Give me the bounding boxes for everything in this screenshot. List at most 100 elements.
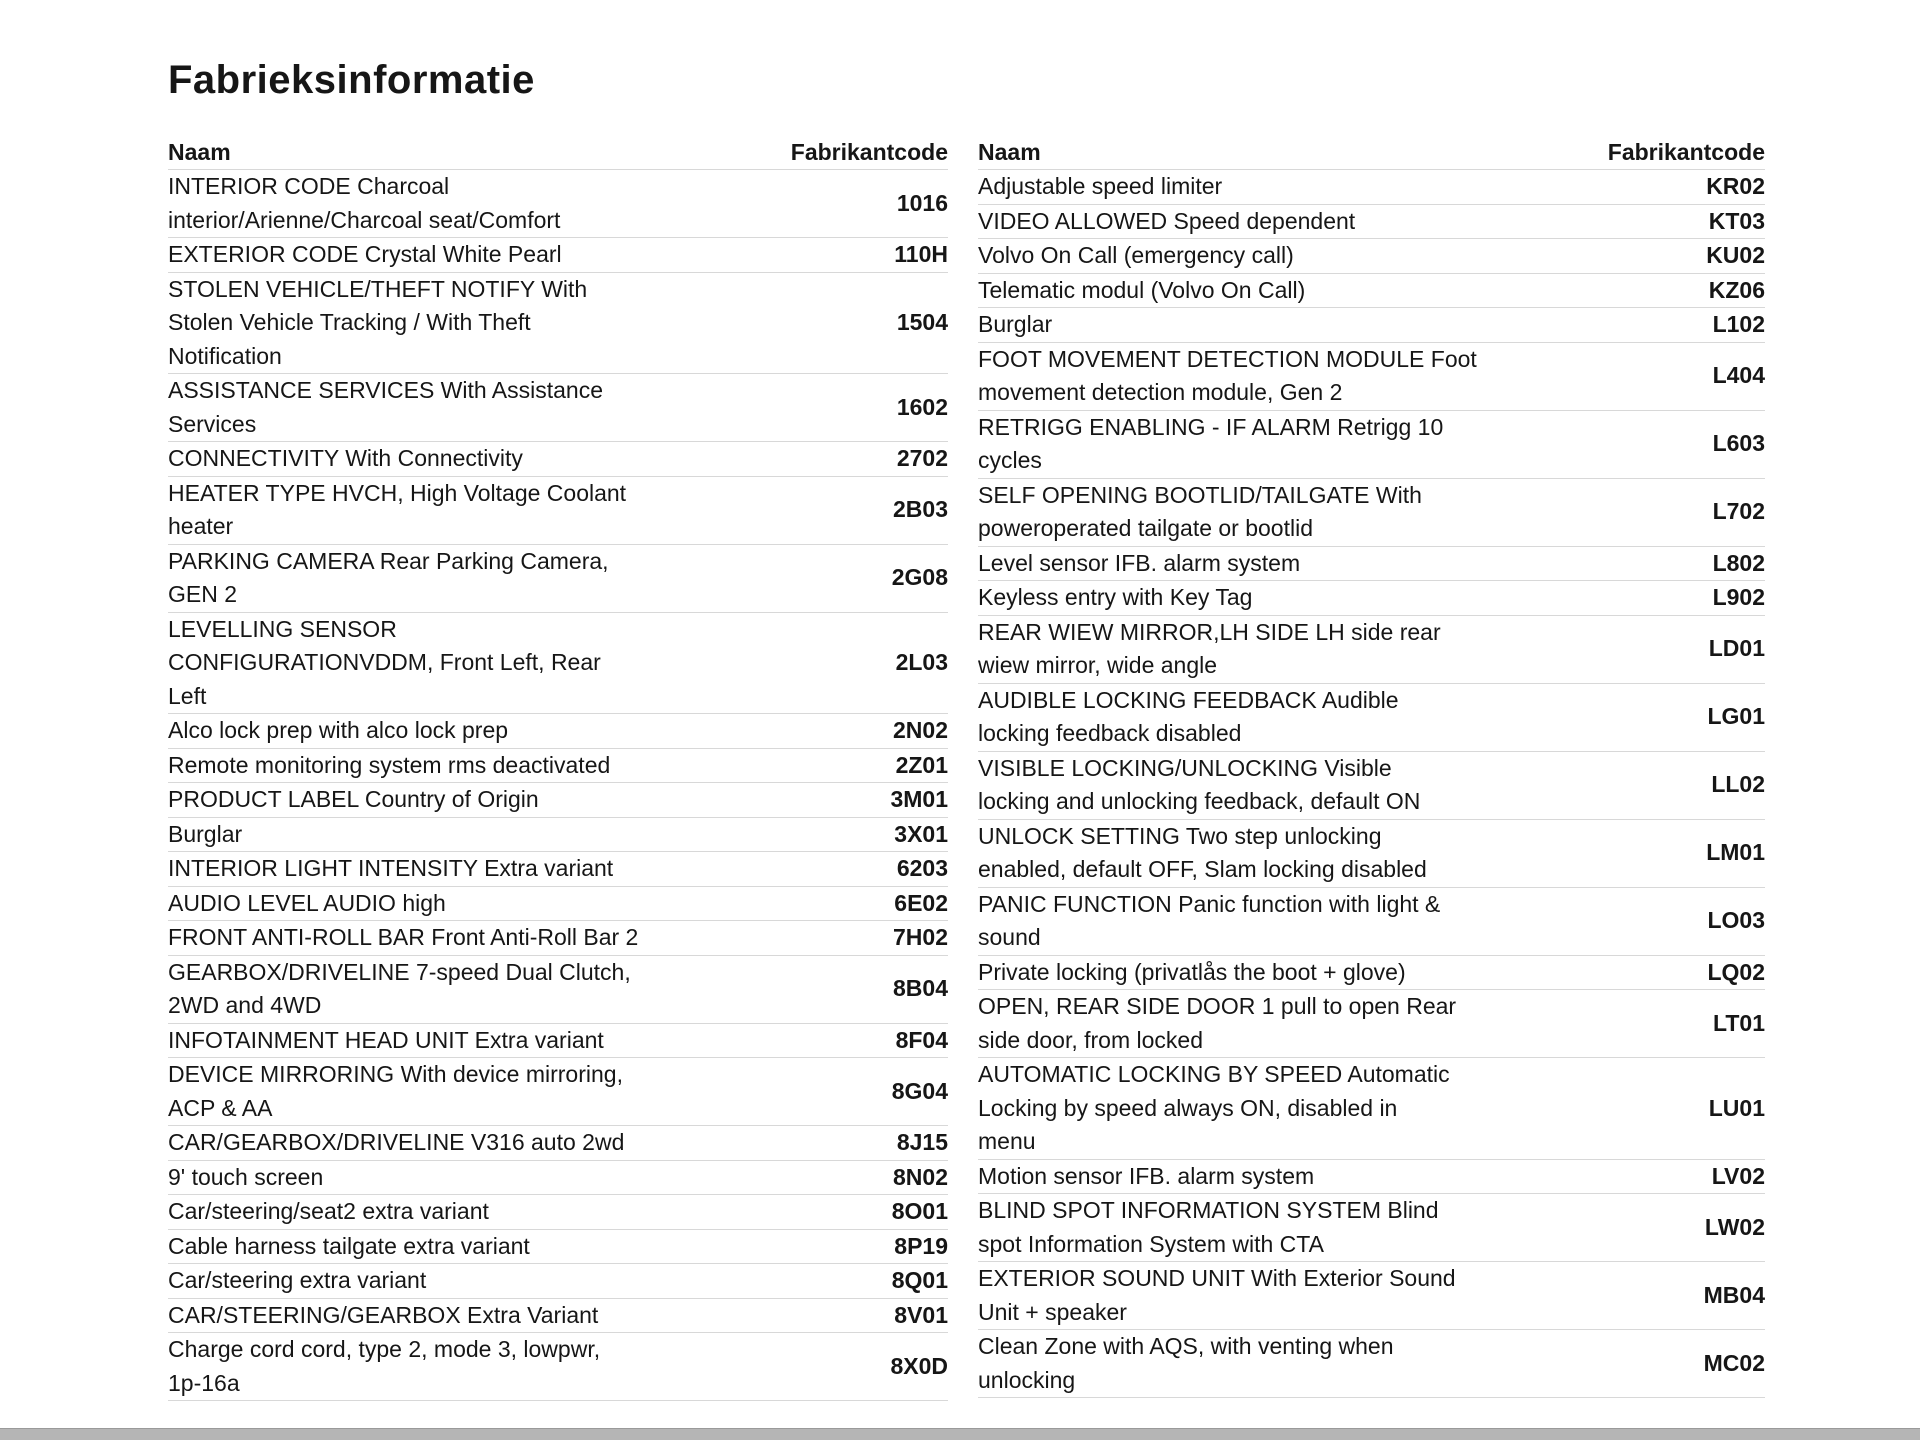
row-code: 8X0D <box>890 1352 948 1379</box>
table-row: FRONT ANTI-ROLL BAR Front Anti-Roll Bar … <box>168 920 948 955</box>
row-name: AUDIO LEVEL AUDIO high <box>168 889 446 916</box>
row-code: 110H <box>894 241 948 267</box>
table-row: DEVICE MIRRORING With device mirroring, … <box>168 1057 948 1125</box>
row-code: 8N02 <box>893 1163 948 1190</box>
row-name: Remote monitoring system rms deactivated <box>168 751 611 778</box>
row-name: Level sensor IFB. alarm system <box>978 549 1301 576</box>
table-row: Burglar L102 <box>978 307 1765 342</box>
row-code: LQ02 <box>1707 958 1765 985</box>
row-code: 8O01 <box>891 1198 948 1224</box>
row-code: LM01 <box>1706 839 1765 866</box>
row-code: MC02 <box>1703 1349 1765 1376</box>
factory-table-right: Naam Fabrikantcode Adjustable speed limi… <box>978 136 1765 1398</box>
row-code: KT03 <box>1708 207 1765 234</box>
table-row: CONNECTIVITY With Connectivity 2702 <box>168 441 948 476</box>
row-name: DEVICE MIRRORING With device mirroring, … <box>168 1061 623 1121</box>
row-name: FOOT MOVEMENT DETECTION MODULE Foot move… <box>978 345 1477 406</box>
table-header-row: Naam Fabrikantcode <box>168 136 948 170</box>
row-code: LD01 <box>1708 635 1765 662</box>
row-code: L603 <box>1712 430 1765 457</box>
row-name: REAR WIEW MIRROR,LH SIDE LH side rear wi… <box>978 618 1441 679</box>
row-code: KR02 <box>1706 173 1765 199</box>
row-code: L102 <box>1712 311 1765 337</box>
row-name: Car/steering extra variant <box>168 1267 427 1293</box>
row-code: LT01 <box>1713 1009 1765 1036</box>
row-name: PRODUCT LABEL Country of Origin <box>168 786 539 812</box>
row-name: Cable harness tailgate extra variant <box>168 1232 530 1259</box>
table-row: SELF OPENING BOOTLID/TAILGATE With power… <box>978 477 1765 546</box>
row-code: 2L03 <box>895 649 948 675</box>
row-name: HEATER TYPE HVCH, High Voltage Coolant h… <box>168 479 627 540</box>
row-name: RETRIGG ENABLING - IF ALARM Retrigg 10 c… <box>978 413 1444 474</box>
row-name: Adjustable speed limiter <box>978 173 1223 199</box>
row-code: KU02 <box>1706 242 1765 268</box>
row-name: OPEN, REAR SIDE DOOR 1 pull to open Rear… <box>978 993 1457 1053</box>
table-row: Cable harness tailgate extra variant 8P19 <box>168 1228 948 1264</box>
table-row: UNLOCK SETTING Two step unlocking enable… <box>978 818 1765 887</box>
table-row: EXTERIOR SOUND UNIT With Exterior Sound … <box>978 1261 1765 1329</box>
row-name: STOLEN VEHICLE/THEFT NOTIFY With Stolen … <box>168 275 588 369</box>
table-row: AUDIO LEVEL AUDIO high 6E02 <box>168 885 948 921</box>
table-row: EXTERIOR CODE Crystal White Pearl 110H <box>168 237 948 272</box>
row-name: ASSISTANCE SERVICES With Assistance Serv… <box>168 377 604 437</box>
row-code: 7H02 <box>893 924 948 950</box>
window-bottom-bar <box>0 1428 1920 1440</box>
tables-container: Naam Fabrikantcode INTERIOR CODE Charcoa… <box>168 136 1765 1401</box>
row-code: LW02 <box>1704 1213 1765 1240</box>
table-row: Level sensor IFB. alarm system L802 <box>978 545 1765 581</box>
column-header-naam: Naam <box>978 139 1041 165</box>
row-name: INTERIOR LIGHT INTENSITY Extra variant <box>168 855 614 881</box>
row-code: LO03 <box>1707 907 1765 934</box>
table-row: Alco lock prep with alco lock prep 2N02 <box>168 713 948 748</box>
column-header-fabrikantcode: Fabrikantcode <box>1607 139 1765 165</box>
factory-table-left: Naam Fabrikantcode INTERIOR CODE Charcoa… <box>168 136 948 1401</box>
row-code: MB04 <box>1703 1281 1765 1308</box>
row-code: L902 <box>1712 584 1765 610</box>
row-name: Motion sensor IFB. alarm system <box>978 1162 1315 1189</box>
table-row: AUTOMATIC LOCKING BY SPEED Automatic Loc… <box>978 1057 1765 1159</box>
table-header-row: Naam Fabrikantcode <box>978 136 1765 170</box>
table-row: VIDEO ALLOWED Speed dependent KT03 <box>978 203 1765 239</box>
table-row: RETRIGG ENABLING - IF ALARM Retrigg 10 c… <box>978 409 1765 478</box>
row-code: 8G04 <box>891 1077 948 1104</box>
table-row: FOOT MOVEMENT DETECTION MODULE Foot move… <box>978 341 1765 410</box>
table-row: Motion sensor IFB. alarm system LV02 <box>978 1158 1765 1194</box>
row-code: KZ06 <box>1708 276 1765 303</box>
table-row: LEVELLING SENSOR CONFIGURATIONVDDM, Fron… <box>168 611 948 714</box>
row-name: CONNECTIVITY With Connectivity <box>168 445 523 471</box>
table-row: BLIND SPOT INFORMATION SYSTEM Blind spot… <box>978 1193 1765 1261</box>
row-code: 2Z01 <box>895 751 948 778</box>
column-header-naam: Naam <box>168 139 231 165</box>
row-name: VISIBLE LOCKING/UNLOCKING Visible lockin… <box>978 754 1421 815</box>
table-row: Keyless entry with Key Tag L902 <box>978 580 1765 615</box>
row-name: VIDEO ALLOWED Speed dependent <box>978 207 1356 234</box>
table-row: AUDIBLE LOCKING FEEDBACK Audible locking… <box>978 682 1765 751</box>
table-row: Car/steering extra variant 8Q01 <box>168 1263 948 1298</box>
row-code: 8F04 <box>895 1026 948 1053</box>
row-code: LU01 <box>1708 1094 1765 1121</box>
row-code: 2B03 <box>893 496 948 523</box>
row-name: PANIC FUNCTION Panic function with light… <box>978 890 1441 951</box>
row-code: LL02 <box>1711 771 1765 798</box>
table-row: REAR WIEW MIRROR,LH SIDE LH side rear wi… <box>978 614 1765 683</box>
page-title: Fabrieksinformatie <box>168 58 535 102</box>
table-row: ASSISTANCE SERVICES With Assistance Serv… <box>168 373 948 441</box>
row-name: EXTERIOR SOUND UNIT With Exterior Sound … <box>978 1265 1456 1325</box>
row-code: LG01 <box>1707 703 1765 730</box>
table-row: CAR/GEARBOX/DRIVELINE V316 auto 2wd 8J15 <box>168 1125 948 1160</box>
table-row: Charge cord cord, type 2, mode 3, lowpwr… <box>168 1332 948 1400</box>
row-code: 3X01 <box>894 820 948 847</box>
table-body: Adjustable speed limiter KR02 VIDEO ALLOWE… <box>978 170 1765 1398</box>
row-name: Alco lock prep with alco lock prep <box>168 717 509 743</box>
row-code: 6E02 <box>894 889 948 916</box>
table-row: GEARBOX/DRIVELINE 7-speed Dual Clutch, 2… <box>168 954 948 1023</box>
table-row: 9' touch screen 8N02 <box>168 1159 948 1195</box>
table-row: Remote monitoring system rms deactivated… <box>168 747 948 783</box>
row-name: INFOTAINMENT HEAD UNIT Extra variant <box>168 1026 604 1053</box>
table-row: Burglar 3X01 <box>168 816 948 852</box>
row-name: SELF OPENING BOOTLID/TAILGATE With power… <box>978 481 1422 542</box>
row-name: LEVELLING SENSOR CONFIGURATIONVDDM, Fron… <box>168 615 601 709</box>
row-name: Car/steering/seat2 extra variant <box>168 1198 489 1224</box>
row-code: 1016 <box>896 189 948 216</box>
row-name: EXTERIOR CODE Crystal White Pearl <box>168 241 562 267</box>
